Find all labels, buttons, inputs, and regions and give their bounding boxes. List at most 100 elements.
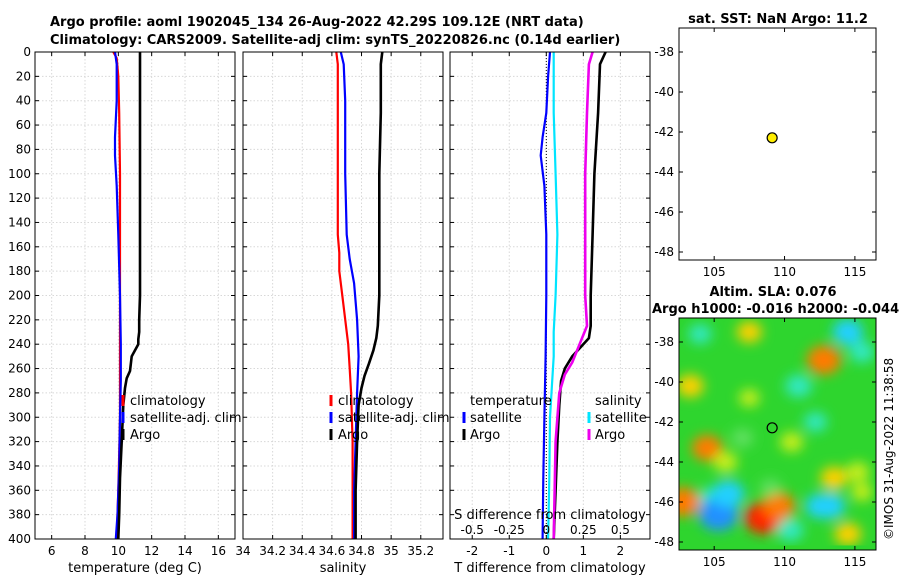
sla-anomaly-blob <box>832 319 864 345</box>
sla-map-ytick-label: -40 <box>654 375 674 389</box>
depth-tick-label: 60 <box>16 118 31 132</box>
sla-map-axes-frame <box>678 317 877 551</box>
sst-map-ytick-label: -40 <box>654 85 674 99</box>
sst-map-ytick-label: -44 <box>654 165 674 179</box>
salinity-series-climatology <box>335 51 354 539</box>
sla-anomaly-blob <box>762 492 796 520</box>
temperature-xtick-label: 16 <box>211 544 226 558</box>
legend-salinity-label: satellite <box>595 411 647 426</box>
difference-series-t-satellite <box>539 51 552 540</box>
salinity-xtick-label: 34.4 <box>289 544 316 558</box>
depth-tick-label: 220 <box>8 313 31 327</box>
temperature-series-argo <box>117 52 142 540</box>
sla-map-ytick-label: -48 <box>654 535 674 549</box>
depth-tick-label: 40 <box>16 94 31 108</box>
sla-map-subtitle: Argo h1000: -0.016 h2000: -0.044 <box>652 302 899 317</box>
difference-xlabel: T difference from climatology <box>453 561 646 576</box>
difference-top-tick-label: 0 <box>542 523 550 537</box>
sla-map-argo-float-marker <box>766 422 778 434</box>
sst-map-ytick-label: -38 <box>654 45 674 59</box>
sst-map-axes-frame <box>678 27 877 261</box>
sla-anomaly-blob <box>739 389 760 407</box>
sst-map-xtick-label: 105 <box>703 265 726 279</box>
salinity-xtick-label: 34 <box>235 544 250 558</box>
copyright-credit: ©IMOS 31-Aug-2022 11:38:58 <box>882 358 896 540</box>
sst-map-xtick-label: 110 <box>773 265 796 279</box>
difference-series-t-argo <box>552 51 607 540</box>
depth-tick-label: 340 <box>8 459 31 473</box>
sla-anomaly-blob <box>834 522 862 546</box>
sla-anomaly-blob <box>846 462 870 482</box>
depth-tick-label: 240 <box>8 337 31 351</box>
sla-anomaly-blob <box>814 493 845 519</box>
difference-top-xlabel: S difference from climatology <box>454 508 646 523</box>
sla-map-xtick-label: 110 <box>773 555 796 569</box>
depth-tick-label: 80 <box>16 142 31 156</box>
depth-tick-label: 200 <box>8 289 31 303</box>
temperature-xlabel: temperature (deg C) <box>68 561 202 576</box>
temperature-xtick-label: 14 <box>177 544 192 558</box>
depth-tick-label: 260 <box>8 362 31 376</box>
depth-tick-label: 20 <box>16 69 31 83</box>
temperature-xtick-label: 10 <box>111 544 126 558</box>
legend-temperature-label: Argo <box>470 428 500 443</box>
sla-anomaly-blob <box>806 345 841 375</box>
depth-tick-label: 380 <box>8 508 31 522</box>
header-title-line2: Climatology: CARS2009. Satellite-adj cli… <box>50 33 621 48</box>
depth-tick-label: 280 <box>8 386 31 400</box>
legend-salinity-heading: salinity <box>595 394 642 409</box>
depth-tick-label: 300 <box>8 410 31 424</box>
sla-anomaly-blob <box>759 478 782 498</box>
temperature-legend-label: climatology <box>130 394 206 409</box>
legend-salinity-label: Argo <box>595 428 625 443</box>
difference-series-s-argo <box>552 51 594 540</box>
salinity-legend-label: Argo <box>338 428 368 443</box>
sla-map-ytick-label: -38 <box>654 335 674 349</box>
header-title-line1: Argo profile: aoml 1902045_134 26-Aug-20… <box>50 15 584 30</box>
sst-map-xtick-label: 115 <box>843 265 866 279</box>
sla-map-title: Altim. SLA: 0.076 <box>710 285 837 300</box>
legend-temperature-label: satellite <box>470 411 522 426</box>
depth-tick-label: 400 <box>8 532 31 546</box>
salinity-xtick-label: 34.8 <box>348 544 375 558</box>
difference-series-s-satellite <box>547 52 559 540</box>
sla-heatmap-blobs <box>679 319 875 546</box>
temperature-xtick-label: 6 <box>48 544 56 558</box>
difference-xtick-label: 1 <box>580 544 588 558</box>
depth-tick-label: 160 <box>8 240 31 254</box>
legend-temperature-heading: temperature <box>470 394 552 409</box>
sla-anomaly-blob <box>779 432 804 452</box>
salinity-series-argo <box>354 51 384 539</box>
sst-map-title: sat. SST: NaN Argo: 11.2 <box>688 12 868 27</box>
temperature-legend-label: Argo <box>130 428 160 443</box>
sla-map-ytick-label: -44 <box>654 455 674 469</box>
depth-tick-label: 180 <box>8 264 31 278</box>
salinity-xlabel: salinity <box>320 561 367 576</box>
sst-map-ytick-label: -42 <box>654 125 674 139</box>
salinity-xtick-label: 35 <box>384 544 399 558</box>
sla-anomaly-blob <box>691 435 723 461</box>
salinity-legend-label: satellite-adj. clim <box>338 411 450 426</box>
depth-tick-label: 360 <box>8 483 31 497</box>
depth-tick-label: 0 <box>23 45 31 59</box>
difference-top-tick-label: 0.25 <box>570 523 597 537</box>
difference-xtick-label: 2 <box>617 544 625 558</box>
temperature-xtick-label: 8 <box>81 544 89 558</box>
difference-top-tick-label: 0.5 <box>611 523 630 537</box>
salinity-legend-label: climatology <box>338 394 414 409</box>
difference-xtick-label: -2 <box>466 544 478 558</box>
temperature-legend-label: satellite-adj. clim <box>130 411 242 426</box>
difference-top-tick-label: -0.5 <box>461 523 484 537</box>
sla-map-xtick-label: 115 <box>843 555 866 569</box>
sla-map-xtick-label: 105 <box>703 555 726 569</box>
sla-map-ytick-label: -42 <box>654 415 674 429</box>
difference-top-tick-label: -0.25 <box>494 523 525 537</box>
temperature-series-satellite-adj.-clim <box>113 51 122 540</box>
salinity-xtick-label: 34.6 <box>319 544 346 558</box>
sla-anomaly-blob <box>712 480 745 508</box>
sla-anomaly-blob <box>849 341 875 363</box>
depth-tick-label: 140 <box>8 215 31 229</box>
sla-anomaly-blob <box>731 428 754 448</box>
temperature-axes-frame <box>34 51 236 540</box>
